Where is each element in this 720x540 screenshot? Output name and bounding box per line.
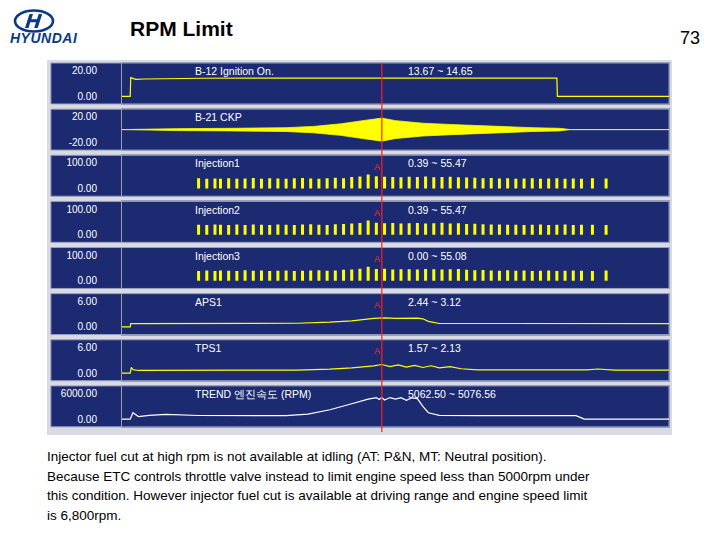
svg-text:A: A (374, 346, 380, 356)
svg-text:B-12 Ignition On.: B-12 Ignition On. (195, 65, 274, 77)
svg-text:Injection2: Injection2 (195, 204, 240, 216)
svg-text:0.00: 0.00 (78, 229, 98, 240)
svg-text:5062.50 ~ 5076.56: 5062.50 ~ 5076.56 (408, 388, 496, 400)
svg-text:6.00: 6.00 (78, 296, 98, 307)
svg-text:20.00: 20.00 (72, 111, 97, 122)
svg-text:6000.00: 6000.00 (61, 388, 98, 399)
html-text:Because ETC controls throttle: Because ETC controls throttle valve inst… (47, 468, 590, 484)
svg-text:TREND 엔진속도 (RPM): TREND 엔진속도 (RPM) (195, 388, 311, 400)
html-text:is 6,800rpm.: is 6,800rpm. (47, 507, 122, 523)
svg-text:0.00: 0.00 (78, 183, 98, 194)
svg-text:13.67 ~ 14.65: 13.67 ~ 14.65 (408, 65, 473, 77)
svg-text:-20.00: -20.00 (69, 137, 98, 148)
svg-text:0.39 ~ 55.47: 0.39 ~ 55.47 (408, 204, 467, 216)
svg-text:100.00: 100.00 (66, 250, 97, 261)
svg-text:100.00: 100.00 (66, 204, 97, 215)
html-text:HYUNDAI: HYUNDAI (10, 30, 78, 46)
svg-text:B-21 CKP: B-21 CKP (195, 111, 242, 123)
svg-text:TPS1: TPS1 (195, 342, 221, 354)
svg-text:0.00: 0.00 (78, 91, 98, 102)
svg-text:Injection3: Injection3 (195, 250, 240, 262)
svg-text:Injection1: Injection1 (195, 157, 240, 169)
svg-text:0.00 ~ 55.08: 0.00 ~ 55.08 (408, 250, 467, 262)
svg-text:APS1: APS1 (195, 296, 222, 308)
svg-text:0.00: 0.00 (78, 368, 98, 379)
svg-text:A: A (374, 162, 380, 172)
svg-text:2.44 ~ 3.12: 2.44 ~ 3.12 (408, 296, 461, 308)
svg-text:20.00: 20.00 (72, 65, 97, 76)
svg-text:100.00: 100.00 (66, 157, 97, 168)
svg-text:0.39 ~ 55.47: 0.39 ~ 55.47 (408, 157, 467, 169)
svg-text:0.00: 0.00 (78, 414, 98, 425)
svg-text:A: A (374, 208, 380, 218)
svg-text:0.00: 0.00 (78, 275, 98, 286)
svg-text:6.00: 6.00 (78, 342, 98, 353)
svg-text:A: A (374, 300, 380, 310)
html-text:this condition. However inject: this condition. However injector fuel cu… (47, 488, 588, 503)
svg-text:1.57 ~ 2.13: 1.57 ~ 2.13 (408, 342, 461, 354)
svg-text:0.00: 0.00 (78, 321, 98, 332)
html-text:Injector fuel cut at high rpm: Injector fuel cut at high rpm is not ava… (47, 449, 547, 464)
html-text:RPM Limit: RPM Limit (130, 17, 233, 40)
html-text:73: 73 (680, 28, 700, 48)
svg-text:A: A (374, 254, 380, 264)
